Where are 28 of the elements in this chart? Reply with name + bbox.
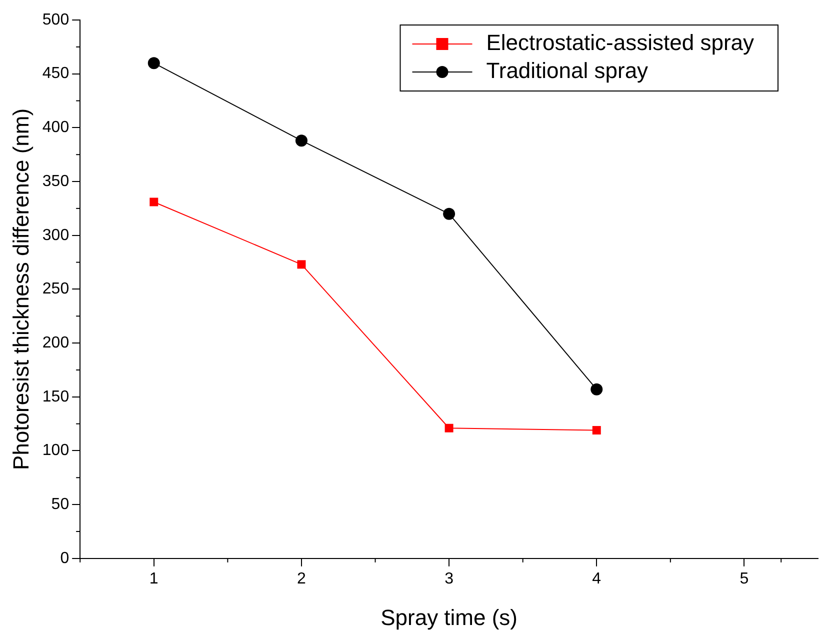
legend-label: Electrostatic-assisted spray bbox=[486, 30, 754, 56]
legend-label: Traditional spray bbox=[486, 58, 648, 84]
y-axis-title: Photoresist thickness difference (nm) bbox=[8, 108, 34, 470]
x-tick-label: 1 bbox=[149, 570, 158, 588]
y-tick-label: 400 bbox=[42, 119, 70, 136]
x-tick-label: 3 bbox=[444, 570, 454, 588]
y-tick-label: 300 bbox=[42, 226, 70, 244]
x-tick-label: 4 bbox=[592, 570, 602, 588]
y-tick-label: 200 bbox=[42, 334, 70, 352]
y-tick-label: 350 bbox=[42, 172, 70, 190]
y-tick-label: 0 bbox=[60, 550, 70, 567]
point bbox=[295, 134, 308, 147]
point bbox=[590, 383, 603, 396]
y-tick-label: 250 bbox=[42, 280, 70, 298]
y-tick-label: 150 bbox=[42, 388, 70, 406]
point bbox=[592, 426, 601, 435]
point bbox=[443, 208, 456, 220]
y-tick-label: 500 bbox=[42, 11, 70, 28]
x-tick-label: 2 bbox=[297, 570, 306, 588]
point bbox=[148, 57, 160, 70]
point bbox=[297, 260, 306, 269]
x-tick-label: 5 bbox=[740, 570, 749, 588]
point bbox=[150, 198, 158, 206]
point bbox=[444, 424, 454, 432]
y-tick-label: 50 bbox=[51, 496, 70, 513]
y-tick-label: 100 bbox=[42, 442, 70, 460]
y-tick-label: 450 bbox=[42, 65, 70, 82]
x-axis-title: Spray time (s) bbox=[380, 604, 518, 630]
